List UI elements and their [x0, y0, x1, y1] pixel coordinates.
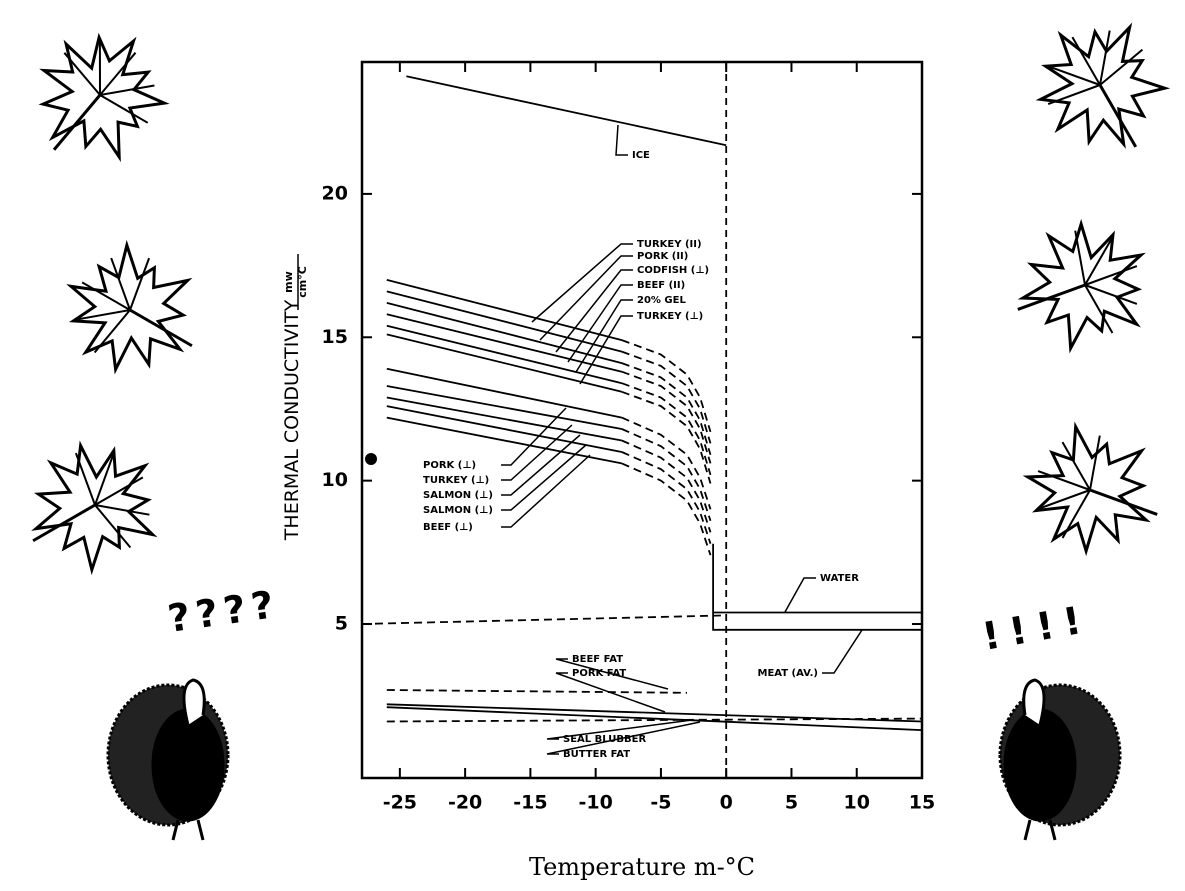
series-label: BEEF (⊥)	[423, 522, 473, 533]
x-tick-label: -5	[650, 792, 671, 814]
x-tick-label: 10	[844, 792, 870, 814]
turkey-body	[153, 710, 223, 820]
series-line	[387, 406, 622, 452]
question-marks: ????	[165, 582, 282, 641]
exclamation-marks: !!!!	[979, 597, 1094, 659]
series-line	[406, 76, 726, 145]
leaf	[46, 231, 219, 396]
leaf	[1011, 417, 1176, 569]
series-label: BEEF (II)	[637, 280, 685, 291]
x-tick-label: 0	[720, 792, 733, 814]
series-label: WATER	[820, 573, 859, 584]
x-tick-label: -25	[383, 792, 417, 814]
series-label: TURKEY (II)	[637, 239, 702, 250]
y-tick-label: 20	[322, 182, 348, 204]
y-unit: cm°C	[296, 266, 309, 298]
series-label: PORK (II)	[637, 251, 688, 262]
series-label: CODFISH (⊥)	[637, 265, 709, 276]
series-line	[622, 372, 711, 464]
series-label: PORK (⊥)	[423, 460, 476, 471]
chart: ???? !!!! THERMAL CONDUCTIVITY mw cm°C T…	[0, 0, 1185, 891]
turkey-leg	[198, 820, 203, 840]
series-line	[622, 452, 711, 544]
leaf	[4, 423, 177, 588]
series-line	[622, 463, 711, 555]
dot	[365, 453, 377, 465]
y-axis-label: THERMAL CONDUCTIVITY	[281, 299, 303, 541]
x-tick-label: -15	[513, 792, 547, 814]
y-unit: mw	[282, 271, 295, 293]
y-tick-label: 5	[335, 613, 348, 635]
series-label: ICE	[632, 150, 650, 161]
series-line	[387, 280, 622, 340]
leader-line	[822, 630, 862, 673]
page: ???? !!!! THERMAL CONDUCTIVITY mw cm°C T…	[0, 0, 1185, 891]
decorations	[4, 3, 1183, 840]
leader-line	[532, 244, 633, 322]
series-label: BUTTER FAT	[563, 749, 630, 760]
series-line	[713, 544, 922, 630]
leader-line	[540, 256, 633, 340]
leaf	[9, 9, 182, 185]
x-axis-label: Temperature m-°C	[529, 853, 755, 881]
x-tick-label: 15	[909, 792, 935, 814]
leader-line	[501, 435, 580, 495]
turkey-body	[1005, 710, 1075, 820]
turkey	[108, 680, 228, 840]
series-label: MEAT (AV.)	[758, 668, 819, 679]
series-line	[362, 615, 726, 624]
leader-line	[785, 578, 816, 612]
y-tick-label: 15	[322, 326, 348, 348]
x-tick-label: -20	[448, 792, 482, 814]
series-label: SALMON (⊥)	[423, 490, 493, 501]
leader-line	[616, 125, 628, 155]
series-label: 20% GEL	[637, 295, 686, 306]
plot-frame	[362, 62, 922, 778]
series-label: PORK FAT	[572, 668, 626, 679]
turkey-leg	[1025, 820, 1030, 840]
series-label: TURKEY (⊥)	[423, 475, 489, 486]
turkey	[1000, 680, 1120, 840]
series-line	[387, 418, 622, 464]
leaf	[1018, 3, 1183, 176]
series-label: SALMON (⊥)	[423, 505, 493, 516]
series-line	[387, 398, 622, 441]
x-tick-label: 5	[785, 792, 798, 814]
series-label: BEEF FAT	[572, 654, 623, 665]
x-tick-label: -10	[578, 792, 612, 814]
series-line	[387, 690, 687, 693]
leaf	[998, 208, 1163, 360]
y-tick-label: 10	[322, 469, 348, 491]
series-label: TURKEY (⊥)	[637, 311, 703, 322]
series-line	[622, 340, 711, 432]
